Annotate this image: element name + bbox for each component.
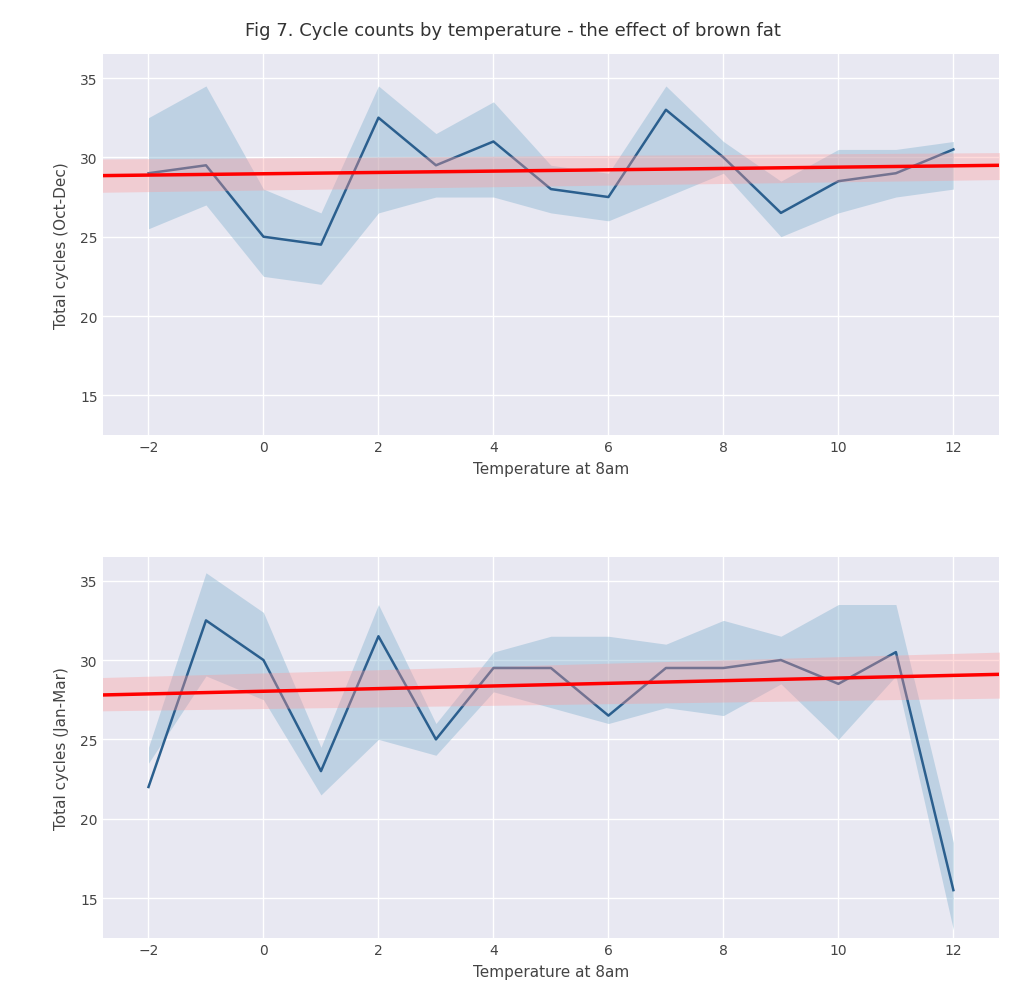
Y-axis label: Total cycles (Oct-Dec): Total cycles (Oct-Dec)	[54, 162, 69, 329]
Y-axis label: Total cycles (Jan-Mar): Total cycles (Jan-Mar)	[54, 666, 69, 828]
Text: Fig 7. Cycle counts by temperature - the effect of brown fat: Fig 7. Cycle counts by temperature - the…	[245, 22, 780, 40]
X-axis label: Temperature at 8am: Temperature at 8am	[473, 461, 629, 476]
X-axis label: Temperature at 8am: Temperature at 8am	[473, 964, 629, 979]
